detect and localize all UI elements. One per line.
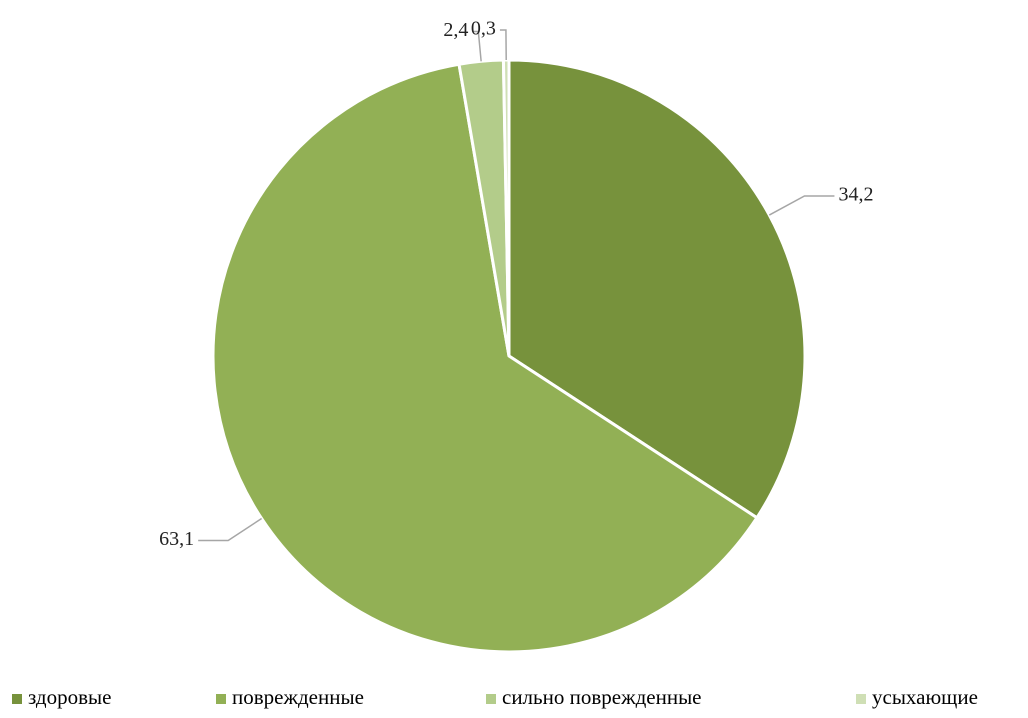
legend-label: сильно поврежденные: [502, 685, 702, 709]
legend-label: здоровые: [28, 685, 111, 709]
leader-line: [198, 517, 263, 542]
data-label: 0,3: [471, 18, 496, 40]
leader-line: [472, 30, 482, 62]
legend-label: усыхающие: [872, 685, 978, 709]
legend-swatch: [856, 694, 866, 704]
data-label: 34,2: [838, 184, 873, 206]
legend-swatch: [216, 694, 226, 704]
data-label: 2,4: [443, 19, 468, 41]
legend-swatch: [12, 694, 22, 704]
legend-label: поврежденные: [232, 685, 364, 709]
data-label: 63,1: [159, 528, 194, 550]
leader-line: [499, 29, 507, 61]
legend-swatch: [486, 694, 496, 704]
leader-line: [768, 195, 835, 216]
pie-slice: [501, 58, 511, 357]
